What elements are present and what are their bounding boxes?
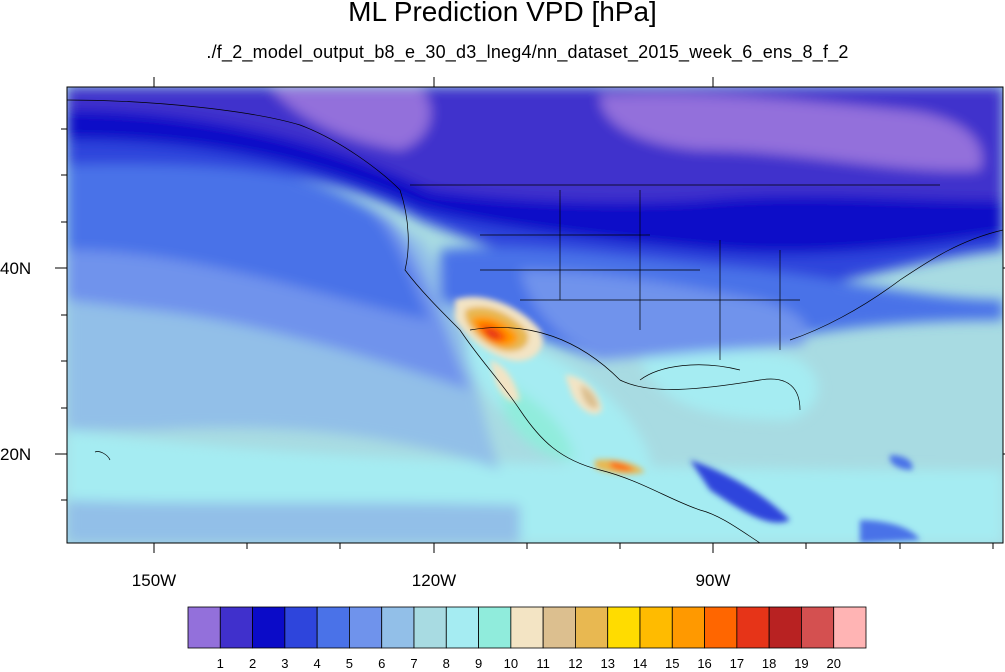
colorbar-swatch: [219, 606, 253, 649]
colorbar-label: 13: [600, 656, 615, 671]
colorbar-label: 6: [378, 656, 386, 671]
colorbar-label: 5: [345, 656, 354, 671]
colorbar: [187, 606, 867, 649]
colorbar-swatch: [704, 606, 738, 649]
colorbar-label: 16: [697, 656, 712, 671]
colorbar-swatch: [671, 606, 705, 649]
colorbar-label: 8: [442, 656, 450, 671]
colorbar-swatch: [316, 606, 350, 649]
colorbar-swatch: [349, 606, 383, 649]
colorbar-label: 7: [410, 656, 418, 671]
colorbar-swatch: [542, 606, 576, 649]
lon-label-150w: 150W: [131, 571, 177, 590]
lon-label-90w: 90W: [695, 571, 731, 590]
map-subtitle: ./f_2_model_output_b8_e_30_d3_lneg4/nn_d…: [206, 42, 849, 62]
colorbar-swatch: [639, 606, 673, 649]
colorbar-label: 15: [665, 656, 680, 671]
colorbar-label: 10: [503, 656, 519, 671]
colorbar-swatch: [575, 606, 609, 649]
colorbar-label: 20: [826, 656, 841, 671]
colorbar-label: 3: [281, 656, 289, 671]
colorbar-swatch: [445, 606, 479, 649]
colorbar-swatch: [833, 606, 867, 649]
colorbar-label: 11: [536, 656, 550, 671]
colorbar-swatch: [801, 606, 835, 649]
colorbar-swatch: [768, 606, 802, 649]
colorbar-swatch: [510, 606, 544, 649]
colorbar-label: 9: [474, 656, 483, 671]
colorbar-swatch: [413, 606, 447, 649]
colorbar-swatch: [736, 606, 770, 649]
map-title: ML Prediction VPD [hPa]: [348, 0, 657, 27]
colorbar-label: 18: [761, 656, 777, 671]
colorbar-swatch: [284, 606, 318, 649]
coastlines: [67, 99, 1003, 543]
colorbar-label: 14: [632, 656, 648, 671]
colorbar-label: 19: [794, 656, 809, 671]
colorbar-swatch: [478, 606, 512, 649]
colorbar-label: 4: [313, 656, 321, 671]
vpd-field: [67, 87, 1003, 543]
colorbar-label: 17: [729, 656, 745, 671]
axis-ticks: [55, 77, 1005, 553]
lat-label-40n: 40N: [0, 259, 32, 278]
colorbar-label: 1: [216, 656, 224, 671]
colorbar-label: 12: [568, 656, 583, 671]
colorbar-swatch: [381, 606, 415, 649]
colorbar-swatch: [607, 606, 641, 649]
lon-label-120w: 120W: [411, 571, 457, 590]
colorbar-swatch: [252, 606, 286, 649]
lat-label-20n: 20N: [0, 445, 32, 464]
colorbar-label: 2: [248, 656, 257, 671]
colorbar-swatch: [187, 606, 221, 649]
